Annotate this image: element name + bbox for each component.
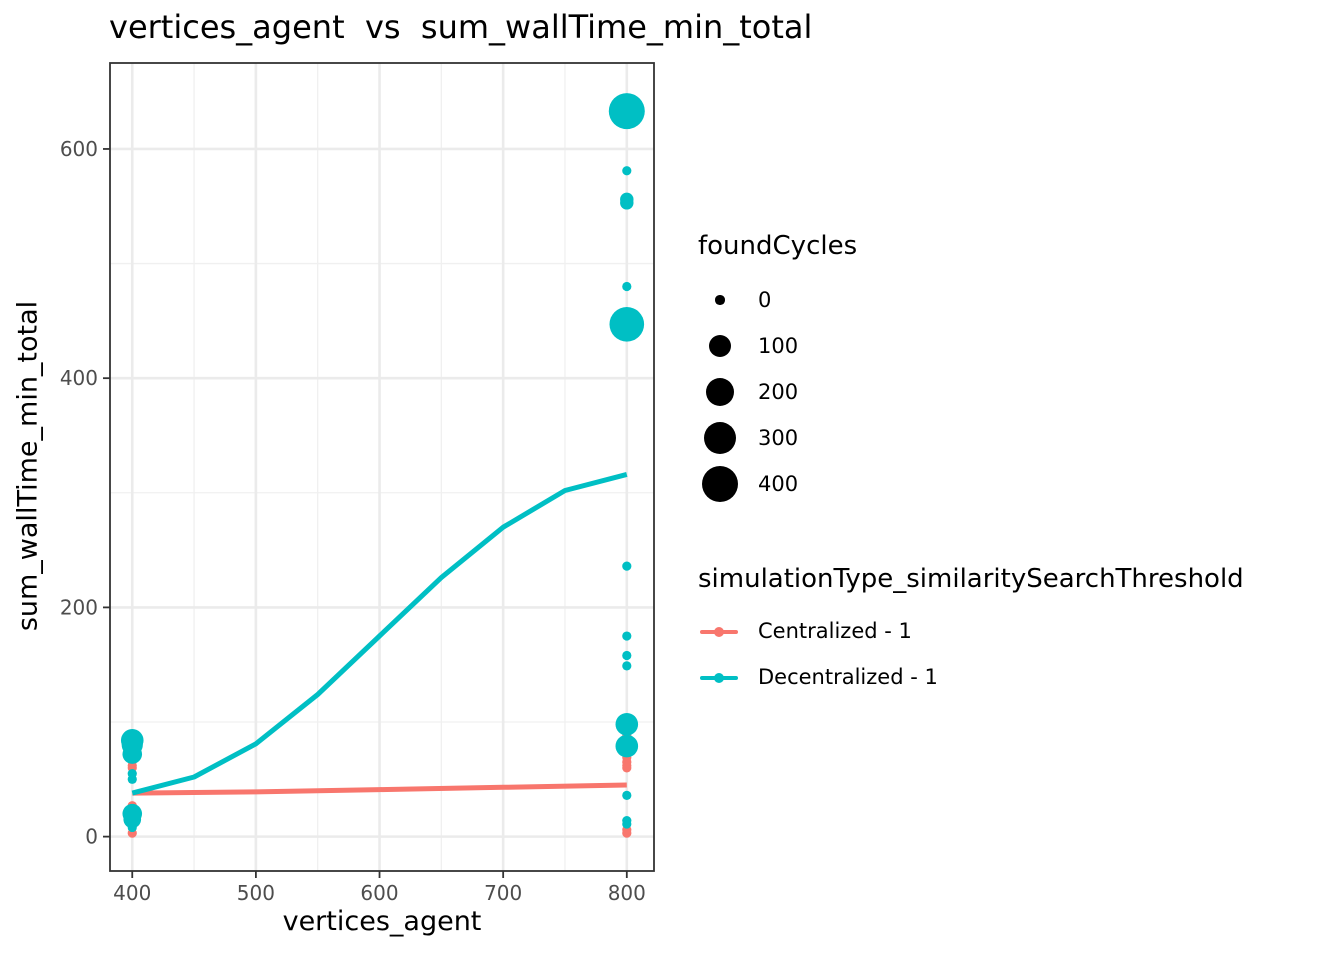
data-point-0	[622, 763, 632, 773]
data-point-1	[122, 744, 143, 764]
data-points	[120, 93, 645, 838]
size-legend-dot	[708, 334, 732, 358]
size-legend-key	[698, 462, 742, 506]
size-legend-label: 200	[758, 380, 799, 404]
size-legend-dot	[703, 421, 737, 455]
data-point-1	[622, 166, 632, 176]
x-axis-label: vertices_agent	[282, 906, 482, 937]
size-legend-item: 300	[698, 416, 898, 460]
chart-title: vertices_agent vs sum_wallTime_min_total	[109, 8, 813, 46]
size-legend-dot	[702, 466, 738, 502]
color-legend-label: Decentralized - 1	[758, 665, 938, 689]
size-legend-key	[698, 324, 742, 368]
color-legend-title: simulationType_similaritySearchThreshold	[698, 564, 1244, 594]
size-legend-key	[698, 370, 742, 414]
color-legend-item: Decentralized - 1	[698, 658, 1018, 698]
color-legend-dot	[714, 673, 724, 683]
data-point-1	[622, 790, 632, 800]
size-legend-item: 400	[698, 462, 898, 506]
color-legend-key	[700, 673, 738, 683]
size-legend-label: 300	[758, 426, 799, 450]
y-tick-label: 400	[60, 366, 98, 390]
size-legend-label: 100	[758, 334, 799, 358]
y-axis-label: sum_wallTime_min_total	[12, 300, 44, 632]
size-legend-item: 100	[698, 324, 898, 368]
color-legend-key	[700, 627, 738, 637]
trend-line-1	[131, 471, 628, 796]
data-point-1	[615, 734, 639, 758]
color-legend-label: Centralized - 1	[758, 619, 912, 643]
data-point-1	[615, 712, 639, 736]
data-point-1	[123, 810, 142, 829]
x-tick-label: 800	[608, 881, 646, 905]
x-tick-label: 400	[113, 881, 151, 905]
y-tick-label: 200	[60, 595, 98, 619]
color-legend-item: Centralized - 1	[698, 612, 1018, 652]
plot-panel-border	[109, 62, 655, 872]
data-point-1	[622, 561, 632, 571]
trend-lines	[131, 471, 628, 796]
data-point-1	[622, 650, 632, 661]
data-point-1	[127, 822, 137, 833]
data-point-1	[622, 631, 632, 641]
color-legend-dot	[714, 627, 724, 637]
data-point-1	[622, 819, 632, 829]
size-legend-label: 0	[758, 288, 772, 312]
data-point-1	[127, 774, 137, 784]
size-legend-label: 400	[758, 472, 799, 496]
size-legend-dot	[705, 377, 735, 407]
size-legend-key	[698, 278, 742, 322]
data-point-1	[608, 93, 645, 130]
minor-gridlines	[110, 63, 654, 871]
y-tick-label: 600	[60, 137, 98, 161]
size-legend-item: 200	[698, 370, 898, 414]
data-point-1	[622, 281, 632, 292]
x-tick-label: 500	[237, 881, 275, 905]
major-gridlines	[110, 63, 654, 871]
x-tick-label: 600	[360, 881, 398, 905]
data-point-1	[622, 661, 632, 671]
y-tick-label: 0	[85, 825, 98, 849]
x-tick-label: 700	[484, 881, 522, 905]
trend-line-0	[132, 782, 627, 796]
size-legend-title: foundCycles	[698, 231, 858, 261]
data-point-0	[622, 828, 632, 838]
size-legend-key	[698, 416, 742, 460]
size-legend-item: 0	[698, 278, 898, 322]
data-point-1	[620, 196, 634, 210]
axes: 400 500 600 700 800 0 200 400 600	[60, 137, 646, 905]
size-legend-dot	[715, 295, 725, 305]
data-point-1	[609, 306, 645, 342]
